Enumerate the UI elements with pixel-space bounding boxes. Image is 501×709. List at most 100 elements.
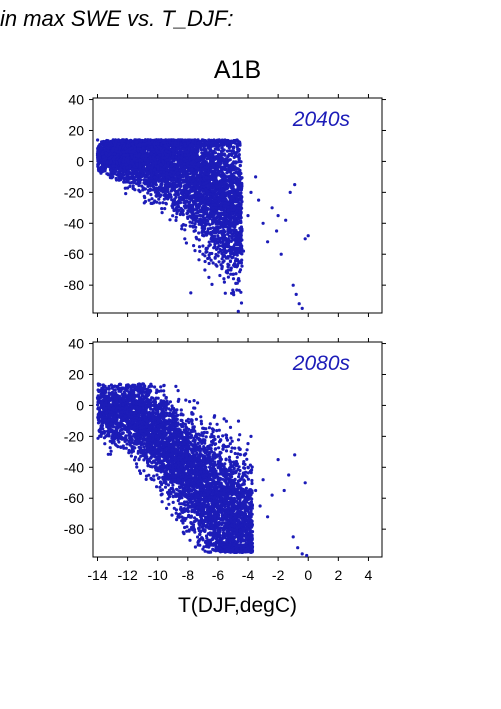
data-point	[216, 234, 220, 238]
data-point	[126, 169, 130, 173]
data-point	[217, 170, 221, 174]
data-point	[205, 246, 209, 250]
data-point	[221, 237, 225, 241]
data-point	[147, 198, 151, 202]
data-point	[178, 200, 182, 204]
data-point	[223, 181, 227, 185]
data-point	[221, 241, 225, 246]
data-point	[129, 175, 133, 179]
data-point	[228, 144, 232, 148]
data-point	[195, 154, 199, 158]
data-point	[111, 146, 115, 151]
data-point	[228, 259, 232, 263]
data-point	[182, 162, 186, 166]
data-point	[122, 180, 126, 184]
data-point	[173, 163, 177, 168]
data-point	[141, 188, 145, 192]
data-point	[197, 258, 201, 262]
data-point	[129, 181, 133, 185]
data-point	[232, 293, 236, 297]
y-tick-label: 40	[68, 92, 84, 108]
data-point	[233, 165, 237, 169]
data-point	[205, 166, 209, 170]
data-point	[215, 138, 220, 143]
data-point	[187, 146, 191, 150]
data-point	[212, 239, 216, 244]
data-point	[134, 140, 139, 144]
scatter-points-0	[95, 138, 310, 313]
scenario-title: A1B	[213, 56, 262, 84]
data-point	[196, 210, 200, 215]
data-point	[237, 279, 241, 283]
data-point	[234, 272, 238, 276]
data-point	[175, 150, 179, 154]
data-point	[176, 171, 180, 176]
data-point	[219, 174, 224, 179]
data-point	[114, 139, 118, 143]
data-point	[237, 153, 241, 158]
data-point	[228, 190, 232, 194]
data-point	[154, 170, 159, 174]
data-point	[143, 196, 147, 200]
data-point	[179, 142, 183, 146]
data-point	[199, 143, 203, 147]
data-point	[238, 169, 242, 173]
data-point	[207, 261, 211, 266]
data-point	[130, 155, 134, 159]
data-point	[182, 185, 186, 189]
data-point	[193, 229, 197, 233]
y-tick-label: 0	[76, 153, 84, 169]
data-point	[240, 264, 244, 268]
data-point	[178, 145, 182, 149]
data-point	[192, 155, 196, 160]
data-point	[163, 183, 167, 187]
data-point	[228, 245, 232, 249]
data-point	[141, 146, 145, 150]
data-point	[204, 151, 208, 155]
data-point	[194, 172, 198, 176]
data-point	[149, 193, 153, 197]
data-point	[125, 178, 130, 182]
data-point	[203, 268, 207, 272]
y-tick-label: -20	[64, 184, 84, 200]
data-point	[201, 244, 205, 248]
data-point	[159, 146, 163, 150]
data-point	[220, 166, 224, 170]
data-point	[186, 216, 190, 220]
data-point	[212, 196, 217, 200]
data-point	[213, 216, 217, 220]
data-point	[178, 175, 182, 179]
data-point	[212, 228, 216, 232]
data-point	[132, 180, 136, 185]
data-point	[189, 170, 193, 174]
data-point	[179, 206, 183, 211]
data-point	[198, 249, 202, 253]
data-point	[195, 177, 200, 181]
data-point	[169, 167, 173, 171]
data-point	[207, 179, 212, 183]
data-point	[126, 186, 130, 190]
data-point	[154, 194, 158, 198]
data-point	[96, 157, 100, 161]
data-point	[225, 163, 229, 167]
data-point	[210, 282, 214, 286]
data-point	[106, 172, 110, 176]
data-point	[114, 176, 118, 181]
data-point	[199, 221, 204, 225]
data-point	[222, 259, 226, 263]
data-point	[182, 201, 186, 205]
data-point	[198, 193, 202, 197]
data-point	[203, 139, 207, 143]
data-point	[222, 204, 226, 208]
data-point	[220, 232, 224, 236]
data-point	[151, 188, 155, 192]
data-point	[178, 187, 182, 191]
data-point	[217, 226, 221, 230]
data-point	[240, 252, 244, 256]
data-point	[171, 167, 176, 171]
data-point	[208, 211, 213, 215]
plot-frame-0	[92, 97, 383, 314]
data-point	[180, 224, 184, 228]
data-point	[215, 184, 219, 188]
